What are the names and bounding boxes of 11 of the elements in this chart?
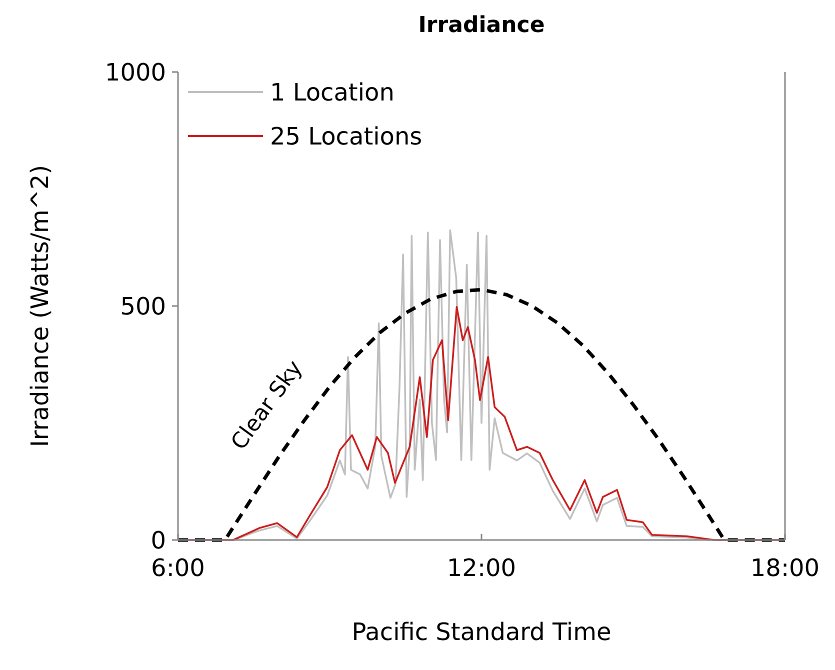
chart-title: Irradiance xyxy=(418,13,545,38)
x-tick-label: 6:00 xyxy=(151,554,205,582)
y-tick-label: 0 xyxy=(150,526,166,554)
y-tick-label: 1000 xyxy=(104,58,166,86)
legend-label: 1 Location xyxy=(270,78,394,106)
x-tick-label: 12:00 xyxy=(446,554,516,582)
y-axis-title: Irradiance (Watts/m^2) xyxy=(26,164,54,448)
y-tick-label: 500 xyxy=(120,292,166,320)
x-tick-label: 18:00 xyxy=(750,554,820,582)
legend-label: 25 Locations xyxy=(270,122,422,150)
x-axis-title: Pacific Standard Time xyxy=(352,618,612,646)
